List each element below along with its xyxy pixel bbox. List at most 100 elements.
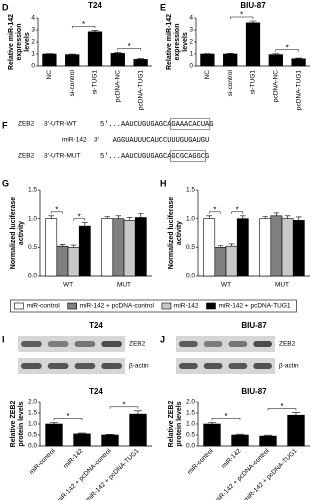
- error-bar: [105, 434, 115, 435]
- error-bar: [217, 245, 224, 248]
- y-tick-label: 0: [31, 63, 35, 70]
- figure: F ZEB2 3′-UTR-WT 5′...AAUCUGUGAGCAGAAACA…: [2, 1, 310, 500]
- panel-letter: I: [2, 334, 5, 344]
- sequence-gene: ZEB2: [18, 121, 35, 128]
- bar: [123, 220, 136, 277]
- sequence: 5′...AAUCUGUGAGCAGCGCAGGCG: [100, 153, 209, 161]
- error-bar: [262, 216, 268, 219]
- error-bar: [126, 217, 133, 221]
- error-bar: [284, 215, 291, 219]
- significance-bracket: [231, 211, 244, 214]
- significance-label: *: [55, 205, 58, 214]
- blot-label: ZEB2: [129, 341, 146, 348]
- bar: [42, 53, 57, 67]
- blot-band: [203, 341, 223, 347]
- significance-label: *: [236, 205, 239, 214]
- significance-label: *: [280, 402, 283, 411]
- bar: [129, 413, 147, 447]
- panel-letter: E: [160, 2, 166, 12]
- y-tick-label: 0.5: [186, 244, 195, 251]
- x-tick-label: miR-control: [186, 447, 215, 476]
- y-tick-label: 2: [31, 39, 35, 46]
- blot-label: ZEB2: [279, 341, 296, 348]
- x-tick-label: miR-142 + pcDNA-control: [213, 447, 271, 500]
- bar: [287, 414, 305, 447]
- legend-swatch: [206, 302, 216, 310]
- bar: [259, 218, 272, 277]
- error-bar: [133, 410, 143, 415]
- y-axis-label: Relative ZEB2 protein levels: [10, 400, 25, 448]
- blot-band: [253, 341, 272, 347]
- significance-bracket: [229, 16, 254, 19]
- significance-bracket: [109, 406, 139, 409]
- error-bar: [263, 434, 273, 437]
- y-axis-label: Normalized luciferase activity: [10, 196, 25, 270]
- bar: [101, 218, 114, 277]
- y-tick-label: 4: [31, 15, 35, 22]
- bar: [223, 53, 238, 67]
- significance-label: *: [286, 43, 289, 52]
- x-tick-label: MUT: [117, 282, 131, 289]
- error-bar: [291, 412, 301, 416]
- chart-title: BIU-87: [241, 321, 267, 330]
- bar: [78, 225, 91, 277]
- error-bar: [82, 222, 88, 227]
- bar: [268, 54, 283, 67]
- blot-band: [74, 363, 96, 369]
- blot-background: [18, 358, 125, 374]
- bar: [73, 433, 91, 447]
- x-tick-label: miR-142: [62, 447, 85, 470]
- y-tick-label: 0: [189, 63, 193, 70]
- x-tick-label: NC: [46, 70, 53, 80]
- bar: [270, 215, 283, 277]
- y-tick-label: 0.0: [28, 443, 37, 450]
- error-bar: [235, 433, 245, 435]
- significance-label: *: [240, 11, 243, 20]
- chart-title: BIU-87: [240, 1, 266, 10]
- y-tick-label: 1.0: [186, 215, 195, 222]
- legend-box: [10, 299, 297, 313]
- significance-label: *: [213, 205, 216, 214]
- panel-letter: F: [2, 120, 8, 130]
- legend-label: miR-142 + pcDNA-control: [80, 303, 155, 310]
- significance-label: *: [224, 412, 227, 421]
- error-bar: [295, 57, 303, 59]
- legend-swatch: [67, 302, 77, 310]
- legend-label: miR-142 + pcDNA-TUG1: [218, 303, 290, 310]
- significance-label: *: [82, 20, 85, 29]
- panel-letter: G: [2, 178, 9, 188]
- x-tick-label: miR-142 + pcDNA-control: [55, 447, 113, 500]
- blot-background: [176, 358, 275, 374]
- bar: [134, 217, 147, 277]
- blot-background: [18, 336, 125, 352]
- y-tick-label: 1.0: [28, 421, 37, 428]
- blot-label: β-actin: [129, 363, 149, 370]
- error-bar: [59, 244, 66, 247]
- error-bar: [48, 215, 54, 219]
- error-bar: [68, 53, 76, 55]
- blot-band: [21, 363, 42, 369]
- significance-bracket: [50, 211, 63, 214]
- significance-bracket: [211, 417, 241, 421]
- error-bar: [70, 244, 77, 248]
- legend-label: miR-control: [26, 303, 60, 310]
- y-tick-label: 2.0: [28, 399, 37, 406]
- bar: [259, 435, 277, 447]
- sequence-gene: miR-142: [62, 137, 87, 144]
- bar: [101, 434, 119, 447]
- x-tick-label: WT: [63, 282, 73, 289]
- blot-background: [176, 336, 275, 352]
- sequence-region: 3′-UTR-MUT: [44, 153, 81, 160]
- bar: [67, 247, 80, 277]
- y-tick-label: 3: [189, 27, 193, 34]
- significance-label: *: [78, 212, 81, 221]
- error-bar: [273, 212, 280, 216]
- significance-bracket: [275, 49, 299, 52]
- bar: [231, 434, 249, 447]
- bar: [245, 22, 261, 67]
- y-tick-label: 0.5: [28, 244, 37, 251]
- x-tick-label: si-TUG1: [250, 70, 257, 95]
- chart-title: T24: [88, 1, 102, 10]
- y-tick-label: 1: [189, 51, 193, 58]
- x-tick-label: pcDNA-TUG1: [137, 70, 144, 110]
